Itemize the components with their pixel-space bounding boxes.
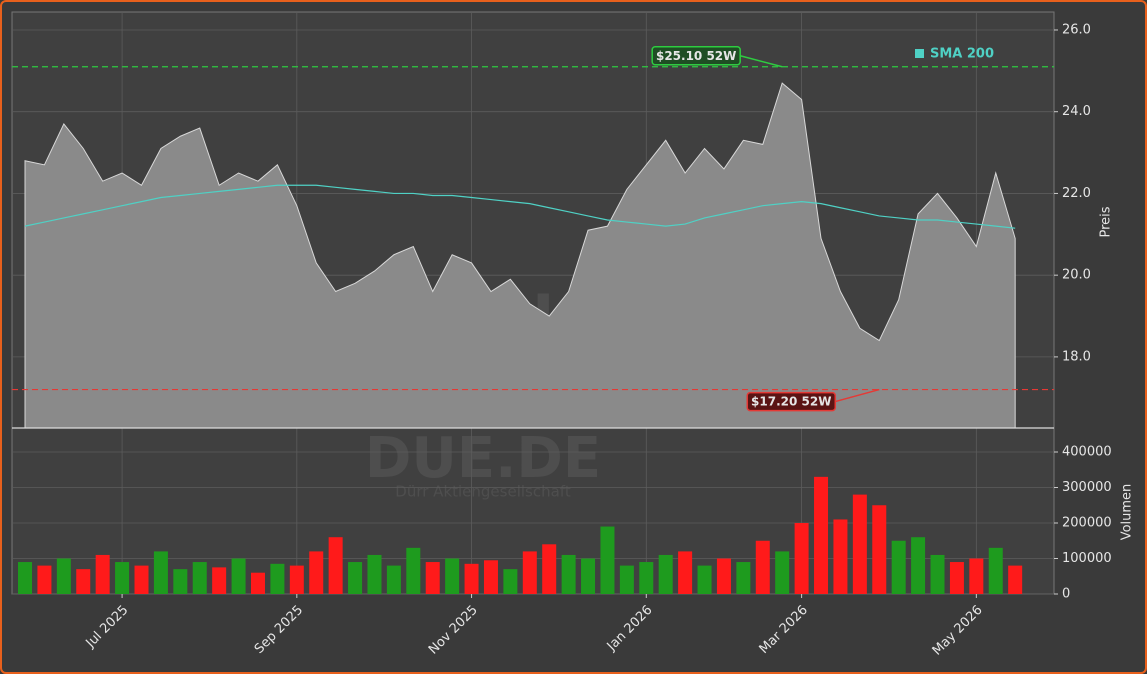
volume-bar [794, 522, 809, 594]
volume-bar [328, 537, 343, 594]
y-tick-label: 100000 [1062, 551, 1112, 566]
volume-bar [212, 567, 227, 594]
volume-bar [988, 547, 1003, 594]
volume-bar [600, 526, 615, 594]
price-area [24, 82, 1016, 429]
volume-bar [775, 551, 790, 594]
volume-bar [581, 558, 596, 594]
volume-bar [561, 554, 576, 594]
volume-bar [270, 563, 285, 594]
x-tick-label: Sep 2025 [252, 603, 306, 657]
x-tick-label: Jul 2025 [83, 603, 132, 652]
volume-bar [425, 562, 440, 594]
volume-bar [949, 562, 964, 594]
y-axis-label: Volumen [1120, 484, 1135, 541]
volume-bar [911, 537, 926, 594]
volume-bar [852, 494, 867, 594]
volume-bar [37, 565, 52, 594]
volume-bar [367, 554, 382, 594]
x-tick-label: Jan 2026 [604, 603, 656, 655]
volume-bar [833, 519, 848, 594]
volume-bar [464, 563, 479, 594]
volume-bar [755, 540, 770, 594]
volume-bar [309, 551, 324, 594]
volume-bar [192, 562, 207, 594]
annotation-label: $25.10 52W [656, 49, 736, 63]
volume-bar [678, 551, 693, 594]
annotation-box [746, 391, 837, 412]
y-tick-label: 400000 [1062, 444, 1112, 459]
volume-bar [76, 569, 91, 594]
volume-bar [522, 551, 537, 594]
volume-bar [134, 565, 149, 594]
annotation-arrow [740, 55, 783, 68]
annotation-label: $17.20 52W [751, 395, 831, 409]
volume-bar [1008, 565, 1023, 594]
volume-bar [639, 562, 654, 594]
volume-bar [872, 505, 887, 594]
volume-bar [619, 565, 634, 594]
annotation-arrow [835, 388, 880, 403]
volume-bar [153, 551, 168, 594]
y-tick-label: 300000 [1062, 480, 1112, 495]
volume-bar [18, 562, 33, 594]
volume-bar [173, 569, 188, 594]
volume-bar [716, 558, 731, 594]
y-tick-label: 200000 [1062, 515, 1112, 530]
volume-bar [406, 547, 421, 594]
legend-marker [915, 49, 924, 58]
volume-bar [542, 544, 557, 594]
sma-line [24, 184, 1016, 229]
volume-bar [814, 476, 829, 594]
x-tick-label: Nov 2025 [426, 603, 481, 658]
legend-label: SMA 200 [930, 47, 994, 62]
volume-bar [56, 558, 71, 594]
volume-bar [483, 560, 498, 594]
volume-bar [348, 562, 363, 594]
volume-bar [115, 562, 130, 594]
volume-bar [503, 569, 518, 594]
x-tick-label: May 2026 [930, 603, 986, 659]
annotation-box [651, 46, 741, 66]
watermark: Dürr Aktiengesellschaft [395, 483, 571, 501]
y-axis-label: Preis [1099, 206, 1114, 237]
volume-bar [250, 572, 265, 594]
volume-bar [697, 565, 712, 594]
volume-bar [95, 554, 110, 594]
volume-bar [736, 562, 751, 594]
watermark: DUE.DE [365, 426, 601, 491]
volume-bar [891, 540, 906, 594]
x-tick-label: Mar 2026 [757, 603, 811, 657]
y-tick-label: 18.0 [1062, 349, 1091, 364]
y-tick-label: 22.0 [1062, 186, 1091, 201]
volume-bar [969, 558, 984, 594]
volume-bar [658, 554, 673, 594]
volume-bar [231, 558, 246, 594]
volume-bar [445, 558, 460, 594]
volume-bar [930, 554, 945, 594]
y-tick-label: 0 [1062, 587, 1070, 602]
volume-bar [289, 565, 304, 594]
y-tick-label: 20.0 [1062, 268, 1091, 283]
volume-bar [386, 565, 401, 594]
y-tick-label: 24.0 [1062, 104, 1091, 119]
y-tick-label: 26.0 [1062, 22, 1091, 37]
